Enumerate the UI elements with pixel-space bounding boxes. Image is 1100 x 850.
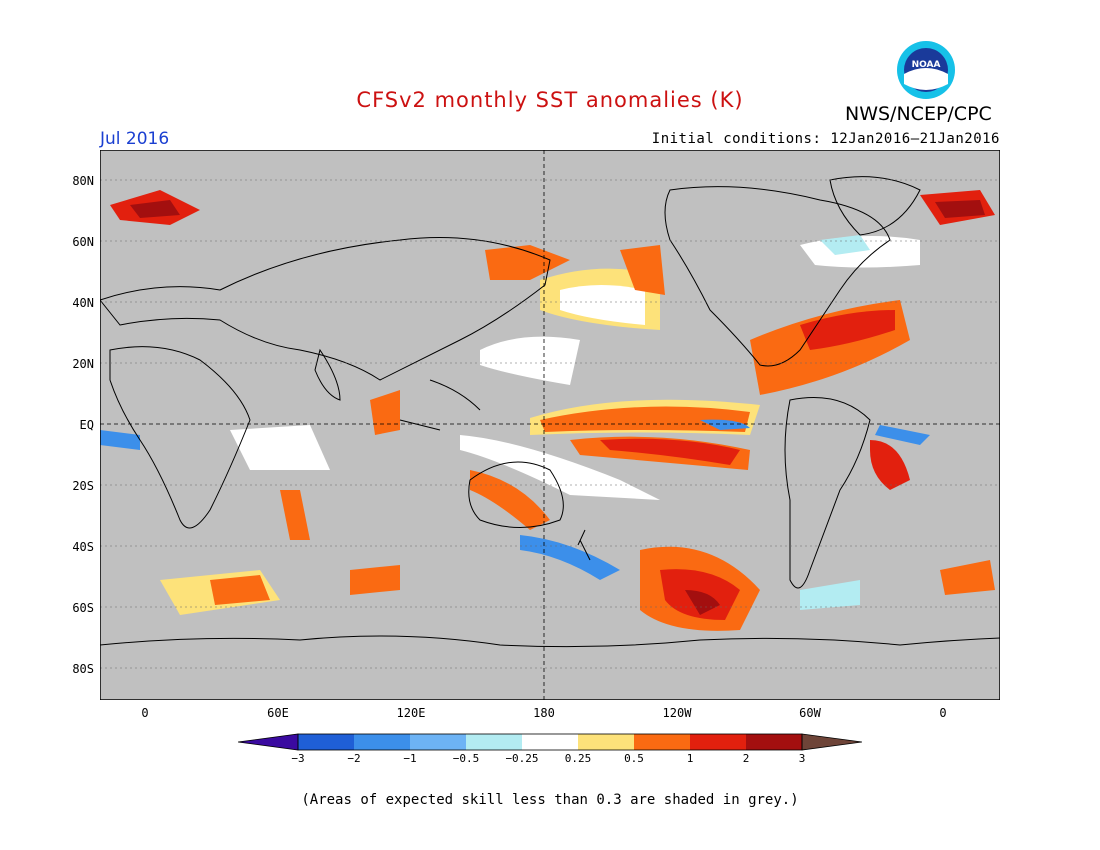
skill-footnote: (Areas of expected skill less than 0.3 a… bbox=[301, 792, 799, 808]
lon-label: 0 bbox=[939, 706, 947, 720]
colorbar-low-arrow bbox=[238, 734, 298, 750]
anomaly-patches bbox=[100, 190, 995, 631]
colorbar-tick-label: −3 bbox=[291, 752, 305, 765]
agency-label: NWS/NCEP/CPC bbox=[845, 103, 992, 125]
lon-label: 0 bbox=[141, 706, 149, 720]
coastlines bbox=[100, 176, 1000, 648]
sst-anomaly-map bbox=[100, 150, 1000, 700]
colorbar-tick-label: −0.5 bbox=[452, 752, 480, 765]
colorbar-tick-label: −2 bbox=[347, 752, 361, 765]
colorbar-bin bbox=[466, 734, 522, 750]
grid-lines bbox=[100, 179, 1000, 669]
colorbar-tick-label: 3 bbox=[798, 752, 806, 765]
noaa-logo-icon: NOAA bbox=[897, 41, 955, 99]
colorbar-bin bbox=[634, 734, 690, 750]
lon-label: 60E bbox=[267, 706, 289, 720]
lon-label: 180 bbox=[533, 706, 555, 720]
colorbar-bin bbox=[354, 734, 410, 750]
colorbar-tick-label: 0.5 bbox=[624, 752, 644, 765]
lat-label: 60N bbox=[72, 235, 94, 249]
lat-label: 40N bbox=[72, 296, 94, 310]
colorbar-tick-label: 2 bbox=[742, 752, 750, 765]
lat-label: 60S bbox=[72, 601, 94, 615]
initial-conditions: Initial conditions: 12Jan2016–21Jan2016 bbox=[651, 131, 1000, 147]
lat-label: 80S bbox=[72, 662, 94, 676]
forecast-month: Jul 2016 bbox=[100, 129, 170, 149]
colorbar-bin bbox=[410, 734, 466, 750]
lat-label: EQ bbox=[79, 418, 94, 432]
colorbar-tick-label: 0.25 bbox=[564, 752, 592, 765]
svg-text:NOAA: NOAA bbox=[912, 60, 941, 70]
map-title: CFSv2 monthly SST anomalies (K) bbox=[356, 88, 744, 112]
colorbar-bin bbox=[522, 734, 578, 750]
lat-label: 20S bbox=[72, 479, 94, 493]
colorbar-bin bbox=[690, 734, 746, 750]
colorbar-tick-label: −1 bbox=[403, 752, 417, 765]
lon-label: 120W bbox=[662, 706, 692, 720]
colorbar-bin bbox=[578, 734, 634, 750]
colorbar-bin bbox=[298, 734, 354, 750]
lat-label: 20N bbox=[72, 357, 94, 371]
lat-label: 80N bbox=[72, 174, 94, 188]
colorbar bbox=[238, 733, 862, 751]
colorbar-tick-label: −0.25 bbox=[505, 752, 539, 765]
lon-label: 120E bbox=[396, 706, 426, 720]
colorbar-bin bbox=[746, 734, 802, 750]
lat-label: 40S bbox=[72, 540, 94, 554]
lon-label: 60W bbox=[799, 706, 821, 720]
colorbar-high-arrow bbox=[802, 734, 862, 750]
colorbar-tick-label: 1 bbox=[686, 752, 694, 765]
